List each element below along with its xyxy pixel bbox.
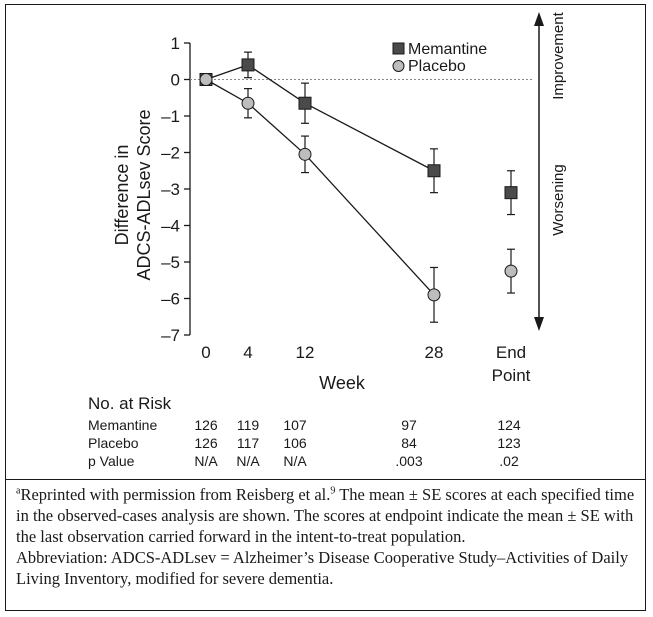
- y-tick-label: –3: [161, 180, 180, 199]
- risk-cell: .02: [499, 453, 519, 469]
- risk-cell: 123: [497, 435, 521, 451]
- x-tick-label: Point: [492, 366, 531, 385]
- y-axis-label-line1: Difference in: [112, 145, 132, 246]
- side-label-improvement: Improvement: [550, 11, 567, 99]
- data-point-placebo: [199, 73, 213, 86]
- series-line-placebo: [205, 78, 435, 296]
- risk-cell: 107: [283, 417, 307, 433]
- footnote-divider: [5, 479, 646, 480]
- risk-row-label: Placebo: [88, 435, 139, 451]
- y-tick-label: 0: [171, 71, 180, 90]
- risk-cell: N/A: [283, 453, 307, 469]
- arrow-up-head: [534, 12, 544, 26]
- data-point-placebo: [427, 288, 441, 302]
- risk-cell: 97: [401, 417, 417, 433]
- risk-cell: .003: [395, 453, 423, 469]
- risk-cell: N/A: [194, 453, 218, 469]
- y-tick-label: –7: [161, 326, 180, 345]
- footnote-text-1: Reprinted with permission from Reisberg …: [20, 485, 331, 504]
- x-axis-label: Week: [319, 373, 366, 393]
- risk-cell: N/A: [236, 453, 260, 469]
- footnote-ref: 9: [330, 485, 336, 497]
- legend-label-placebo: Placebo: [408, 58, 466, 75]
- figure-frame: [5, 4, 646, 611]
- legend-label-memantine: Memantine: [408, 41, 487, 58]
- risk-cell: 119: [236, 417, 260, 433]
- legend-marker-memantine: [392, 42, 405, 55]
- footnote-abbreviation: Abbreviation: ADCS-ADLsev = Alzheimer’s …: [16, 548, 629, 588]
- risk-cell: 126: [194, 435, 218, 451]
- y-tick-label: –6: [161, 290, 180, 309]
- y-tick-label: –1: [161, 107, 180, 126]
- data-point-memantine: [504, 186, 518, 200]
- line-chart: Difference in ADCS-ADLsev Score Week Imp…: [112, 11, 567, 393]
- y-tick-label: –4: [161, 217, 180, 236]
- data-point-memantine: [298, 96, 312, 110]
- legend: Memantine Placebo: [392, 41, 487, 75]
- arrow-down-head: [534, 317, 544, 331]
- y-axis-label-line2: ADCS-ADLsev Score: [134, 109, 154, 280]
- data-point-placebo: [504, 264, 518, 278]
- risk-cell: 84: [401, 435, 417, 451]
- risk-cell: 106: [283, 435, 307, 451]
- series-line-memantine: [205, 64, 435, 172]
- risk-cell: 124: [497, 417, 521, 433]
- x-tick-label: 12: [296, 343, 315, 362]
- x-tick-label: 28: [425, 343, 444, 362]
- y-tick-label: 1: [171, 34, 180, 53]
- data-point-memantine: [241, 58, 255, 72]
- x-tick-label: 0: [201, 343, 210, 362]
- footnote-text: aReprinted with permission from Reisberg…: [16, 484, 638, 547]
- footnote: aReprinted with permission from Reisberg…: [16, 484, 638, 589]
- y-tick-label: –5: [161, 253, 180, 272]
- risk-row-label: Memantine: [88, 417, 158, 433]
- footnote-marker: a: [16, 485, 21, 497]
- footnote-text-2: The mean ± SE scores at each specified t…: [16, 485, 635, 546]
- legend-marker-placebo: [392, 60, 405, 72]
- side-label-worsening: Worsening: [550, 164, 567, 235]
- data-point-placebo: [241, 96, 255, 110]
- data-point-placebo: [298, 147, 312, 161]
- x-tick-label: 4: [243, 343, 252, 362]
- y-tick-label: –2: [161, 144, 180, 163]
- x-tick-label: End: [496, 343, 526, 362]
- risk-cell: 126: [194, 417, 218, 433]
- data-point-memantine: [427, 164, 441, 178]
- risk-table-title: No. at Risk: [88, 394, 172, 413]
- risk-cell: 117: [236, 435, 260, 451]
- risk-row-label: p Value: [88, 453, 135, 469]
